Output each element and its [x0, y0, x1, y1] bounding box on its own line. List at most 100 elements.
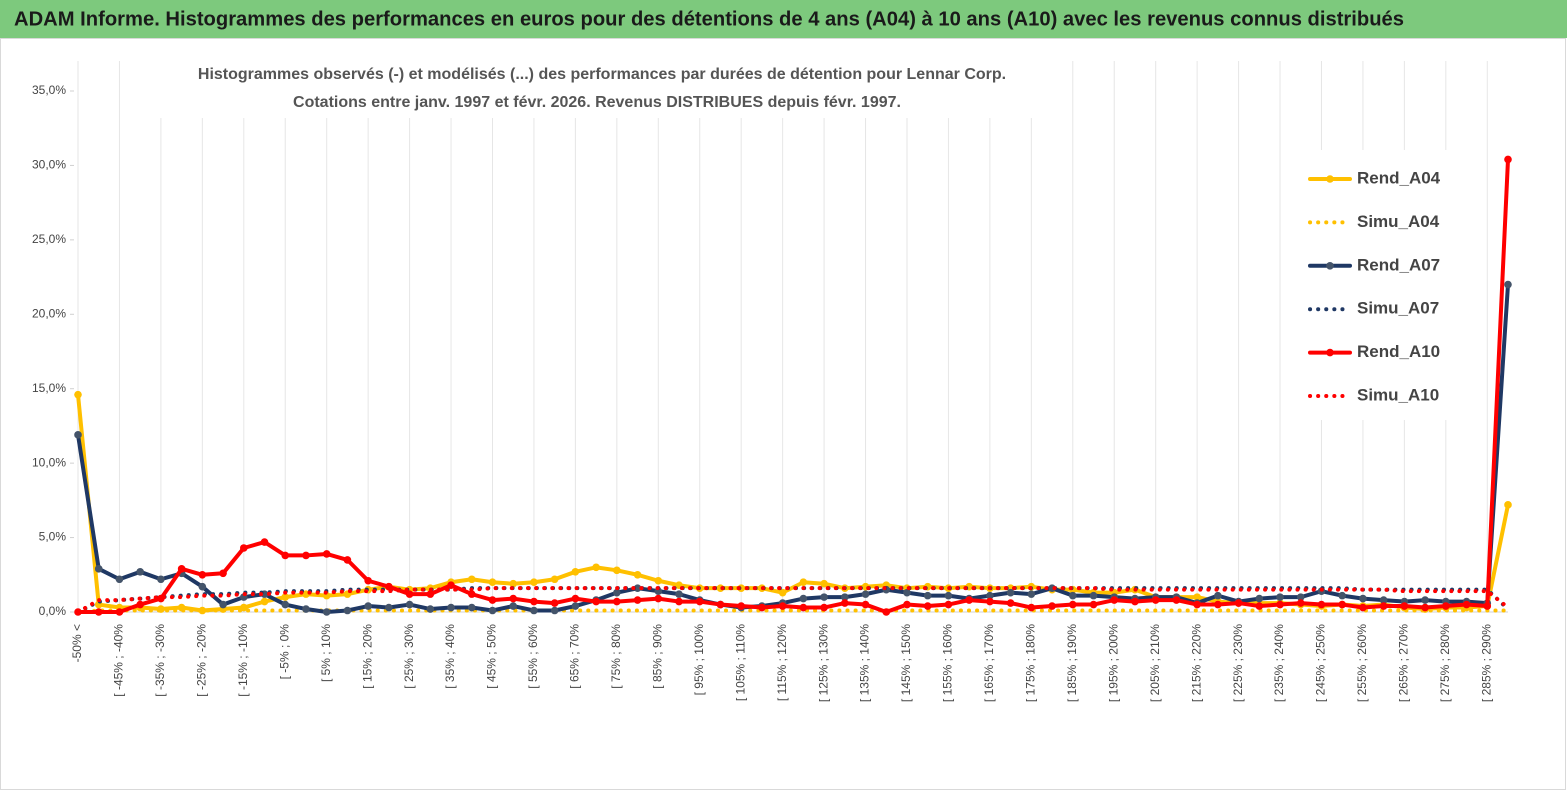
marker: [530, 597, 538, 606]
marker: [1359, 594, 1367, 603]
marker: [903, 588, 911, 597]
marker: [1379, 602, 1388, 610]
chart-title: Histogrammes observés (-) et modélisés (…: [198, 66, 1006, 83]
line: [76, 392, 1510, 613]
marker: [675, 597, 683, 606]
marker: [1483, 602, 1492, 610]
marker: [530, 578, 538, 587]
x-tick-label: [ 245% ; 250%: [1314, 624, 1328, 702]
marker: [260, 538, 269, 546]
marker: [1504, 280, 1512, 289]
x-tick-label: [ 225% ; 230%: [1231, 624, 1245, 702]
line: [76, 157, 1510, 614]
marker: [758, 603, 766, 612]
x-tick-label: [ 205% ; 210%: [1148, 624, 1162, 702]
y-tick-label: 15,0%: [32, 381, 66, 395]
legend-marker: [1326, 348, 1334, 357]
header-title: ADAM Informe. Histogrammes des performan…: [14, 8, 1404, 30]
marker: [1193, 600, 1201, 609]
marker: [74, 431, 82, 439]
x-tick-label: [ 45% ; 50%: [485, 624, 499, 689]
marker: [219, 569, 227, 578]
marker: [364, 576, 372, 585]
x-tick-label: [ 285% ; 290%: [1479, 624, 1493, 702]
marker: [716, 600, 725, 609]
marker: [1276, 600, 1284, 609]
marker: [281, 551, 290, 560]
legend-label: Rend_A07: [1357, 255, 1440, 274]
marker: [1048, 602, 1056, 610]
x-tick-label: [ 55% ; 60%: [526, 624, 540, 689]
marker: [198, 582, 207, 591]
marker: [1068, 600, 1077, 609]
x-tick-label: [ -25% ; -20%: [195, 624, 209, 697]
chart-frame: [0, 38, 1566, 790]
legend-marker: [1326, 262, 1334, 270]
marker: [633, 584, 642, 592]
marker: [509, 594, 518, 603]
marker: [1006, 588, 1015, 597]
marker: [592, 597, 600, 606]
x-tick-label: [ 185% ; 190%: [1065, 624, 1079, 702]
marker: [115, 575, 124, 584]
marker: [1214, 591, 1222, 600]
marker: [74, 390, 82, 399]
marker: [1027, 590, 1036, 598]
marker: [281, 593, 290, 601]
marker: [385, 603, 393, 612]
marker: [1400, 602, 1409, 610]
x-tick-label: [ 195% ; 200%: [1106, 624, 1120, 702]
marker: [1110, 596, 1119, 604]
legend-label: Rend_A10: [1357, 342, 1440, 361]
marker: [1504, 155, 1512, 164]
marker: [882, 608, 891, 616]
marker: [136, 568, 144, 576]
marker: [1193, 593, 1201, 601]
marker: [488, 596, 497, 604]
marker: [550, 606, 559, 615]
marker: [1296, 599, 1305, 607]
marker: [841, 599, 849, 607]
dotted-line: [76, 586, 1510, 614]
marker: [1421, 603, 1429, 612]
marker: [136, 600, 144, 609]
marker: [447, 581, 455, 590]
line: [76, 282, 1510, 614]
marker: [94, 565, 103, 573]
marker: [737, 602, 745, 610]
marker: [1089, 600, 1098, 609]
marker: [343, 556, 352, 564]
x-tick-label: [ 85% ; 90%: [650, 624, 664, 689]
x-tick-label: [ 215% ; 220%: [1189, 624, 1203, 702]
marker: [198, 606, 207, 615]
x-tick-label: [ 95% ; 100%: [692, 624, 706, 696]
marker: [613, 566, 621, 575]
chart-subtitle: Cotations entre janv. 1997 et févr. 2026…: [293, 94, 901, 111]
marker: [157, 575, 165, 584]
marker: [861, 600, 870, 609]
legend-label: Rend_A04: [1357, 168, 1441, 187]
marker: [799, 603, 808, 612]
marker: [654, 594, 663, 603]
marker: [613, 588, 621, 597]
marker: [385, 582, 393, 591]
x-tick-label: [ 135% ; 140%: [858, 624, 872, 702]
marker: [923, 602, 932, 610]
y-tick-label: 5,0%: [39, 530, 67, 544]
x-tick-label: [ 165% ; 170%: [982, 624, 996, 702]
marker: [986, 597, 994, 606]
marker: [903, 600, 911, 609]
marker: [488, 578, 497, 587]
title-box: [150, 60, 1050, 118]
marker: [488, 606, 497, 615]
dotted-line: [76, 608, 1510, 614]
marker: [675, 590, 683, 598]
x-tick-label: [ 105% ; 110%: [733, 624, 747, 701]
legend-label: Simu_A07: [1357, 299, 1439, 318]
marker: [820, 593, 828, 601]
legend-label: Simu_A10: [1357, 385, 1439, 404]
x-tick-label: [ 275% ; 280%: [1438, 624, 1452, 702]
marker: [1317, 600, 1326, 609]
marker: [799, 578, 808, 587]
